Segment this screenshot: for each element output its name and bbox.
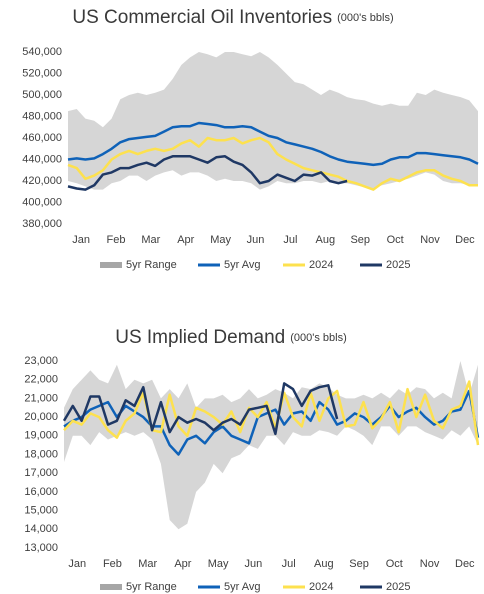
legend-label: 2025 [386,581,410,593]
x-tick-label: Nov [420,234,440,246]
y-tick-label: 17,000 [24,467,58,479]
y-tick-label: 400,000 [22,196,62,208]
y-tick-label: 440,000 [22,153,62,165]
y-tick-label: 13,000 [24,542,58,554]
x-tick-label: Jul [283,234,297,246]
y-tick-label: 18,000 [24,448,58,460]
x-tick-label: Jun [247,234,265,246]
series-line [67,121,479,167]
series-line [62,382,339,436]
chart-title: US Implied Demand (000's bbls) [115,327,347,348]
y-tick-label: 16,000 [24,486,58,498]
series-line [67,155,348,191]
y-tick-label: 520,000 [22,67,62,79]
chart-title: US Commercial Oil Inventories (000's bbls… [72,7,393,28]
y-tick-label: 480,000 [22,110,62,122]
y-tick-label: 500,000 [22,89,62,101]
x-tick-label: Feb [103,558,122,570]
y-tick-label: 15,000 [24,505,58,517]
legend-swatch [100,262,122,268]
x-tick-label: Jul [282,558,296,570]
title-units: (000's bbls) [337,12,394,24]
x-tick-label: Sep [349,558,369,570]
legend-swatch [100,584,122,590]
title-text: US Commercial Oil Inventories [72,7,332,28]
series-line [63,380,480,446]
y-tick-label: 22,000 [24,374,58,386]
legend-label: 2024 [309,581,333,593]
x-tick-label: May [208,558,229,570]
legend-label: 5yr Range [126,259,177,271]
y-tick-label: 19,000 [24,430,58,442]
legend-label: 5yr Avg [224,581,261,593]
x-tick-label: Apr [174,558,191,570]
x-tick-label: Dec [455,558,475,570]
y-tick-label: 420,000 [22,175,62,187]
y-tick-label: 20,000 [24,411,58,423]
range-area [68,52,478,190]
y-tick-label: 14,000 [24,523,58,535]
x-tick-label: Aug [316,234,336,246]
x-tick-label: Oct [387,234,404,246]
y-tick-label: 460,000 [22,132,62,144]
y-tick-label: 380,000 [22,218,62,230]
x-tick-label: Mar [138,558,157,570]
x-tick-label: Sep [350,234,370,246]
range-area [64,361,478,530]
x-tick-label: Jan [68,558,86,570]
x-tick-label: Mar [141,234,160,246]
y-tick-label: 21,000 [24,392,58,404]
legend-label: 5yr Avg [224,259,261,271]
title-units: (000's bbls) [290,332,347,344]
x-tick-label: Oct [386,558,403,570]
y-tick-label: 540,000 [22,46,62,58]
x-tick-label: Jan [72,234,90,246]
x-tick-label: Nov [420,558,440,570]
series-line [67,136,478,191]
x-tick-label: May [210,234,231,246]
x-tick-label: Feb [106,234,125,246]
legend-label: 5yr Range [126,581,177,593]
x-tick-label: Aug [314,558,334,570]
y-tick-label: 23,000 [24,355,58,367]
legend-label: 2024 [309,259,333,271]
x-tick-label: Dec [455,234,475,246]
x-tick-label: Apr [177,234,194,246]
title-text: US Implied Demand [115,327,285,348]
legend-label: 2025 [386,259,410,271]
x-tick-label: Jun [245,558,263,570]
